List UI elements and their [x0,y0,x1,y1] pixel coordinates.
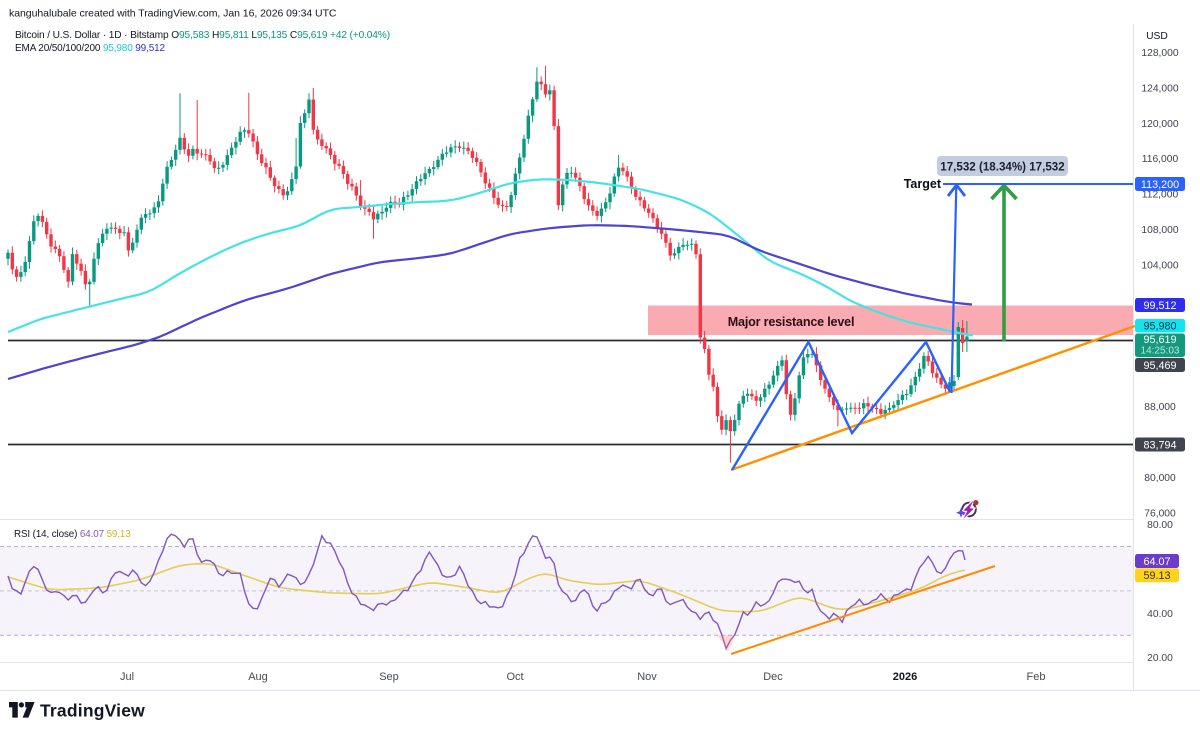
svg-text:Nov: Nov [637,671,657,683]
svg-text:95,469: 95,469 [1143,360,1176,372]
svg-text:112,000: 112,000 [1142,190,1179,201]
svg-text:USD: USD [1146,31,1168,42]
svg-text:17,532 (18.34%) 17,532: 17,532 (18.34%) 17,532 [940,161,1064,174]
svg-text:104,000: 104,000 [1141,260,1178,271]
svg-text:124,000: 124,000 [1141,83,1178,94]
svg-text:99,512: 99,512 [1143,300,1176,312]
svg-text:95,980: 95,980 [1143,321,1176,333]
svg-text:Target: Target [904,177,942,191]
svg-text:64.07: 64.07 [1143,556,1170,568]
svg-text:59.13: 59.13 [1143,570,1170,582]
svg-text:80,000: 80,000 [1144,473,1176,484]
svg-text:88,000: 88,000 [1144,402,1176,413]
svg-text:kanguhalubale created with Tra: kanguhalubale created with TradingView.c… [9,8,337,20]
svg-text:EMA 20/50/100/200 95,980 99,51: EMA 20/50/100/200 95,980 99,512 [15,43,166,54]
svg-text:Jul: Jul [120,671,134,683]
svg-text:40.00: 40.00 [1147,609,1173,620]
svg-text:80.00: 80.00 [1147,520,1173,531]
svg-text:2026: 2026 [893,671,917,683]
svg-text:113,200: 113,200 [1141,179,1179,191]
svg-text:Sep: Sep [379,671,399,683]
svg-text:108,000: 108,000 [1141,225,1178,236]
svg-text:76,000: 76,000 [1144,509,1176,520]
svg-text:Bitcoin / U.S. Dollar · 1D · B: Bitcoin / U.S. Dollar · 1D · Bitstamp O9… [15,30,390,41]
svg-text:120,000: 120,000 [1141,119,1178,130]
svg-text:Dec: Dec [763,671,783,683]
svg-text:RSI (14, close) 64.07 59.13: RSI (14, close) 64.07 59.13 [14,529,131,540]
svg-text:83,794: 83,794 [1143,439,1176,451]
svg-text:128,000: 128,000 [1141,48,1178,59]
svg-text:TradingView: TradingView [40,701,145,721]
svg-text:14:25:03: 14:25:03 [1141,346,1180,357]
svg-text:Oct: Oct [506,671,523,683]
svg-text:Aug: Aug [248,671,268,683]
svg-text:20.00: 20.00 [1147,653,1173,664]
svg-text:Major resistance level: Major resistance level [728,315,855,329]
svg-text:116,000: 116,000 [1142,154,1179,165]
svg-text:Feb: Feb [1027,671,1046,683]
svg-text:95,619: 95,619 [1143,334,1176,346]
